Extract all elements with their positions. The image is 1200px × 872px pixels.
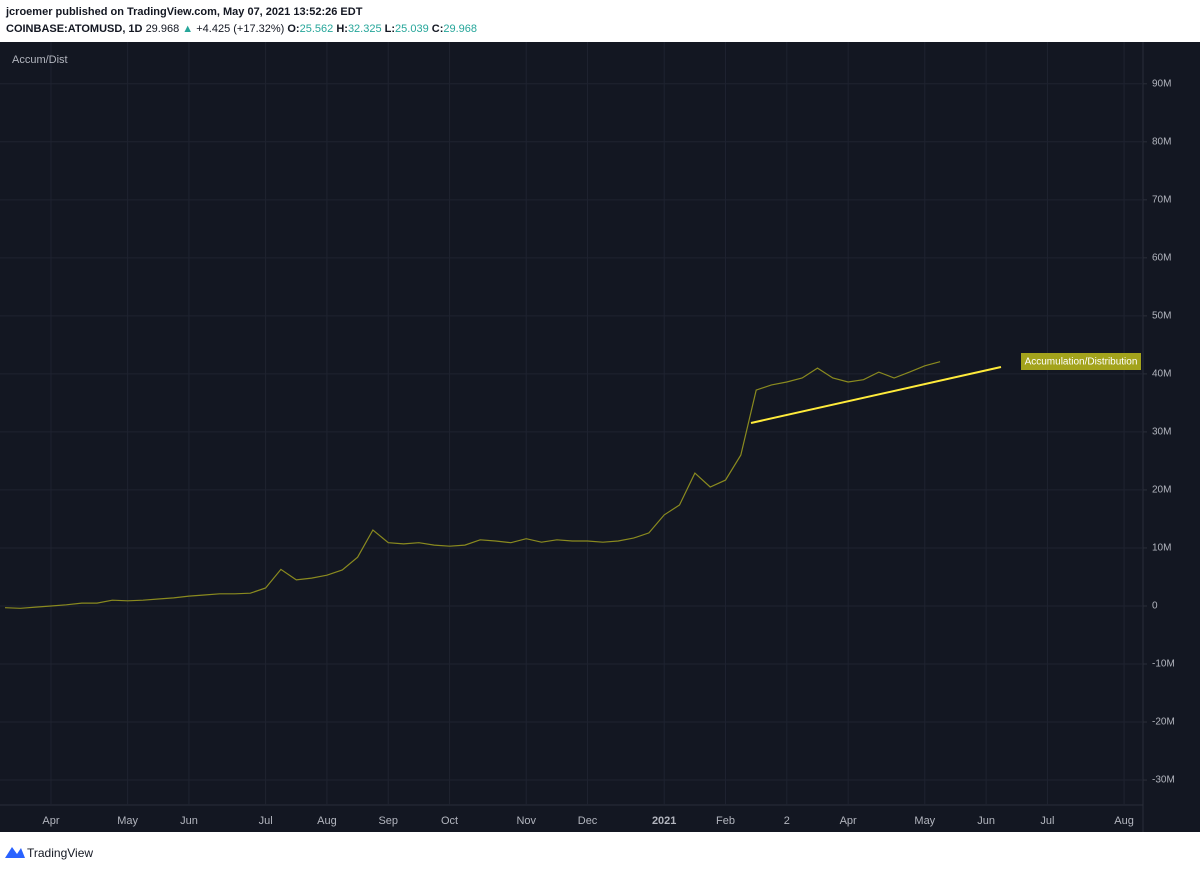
- ohlc-value: 29.968: [443, 23, 478, 35]
- symbol-line: COINBASE:ATOMUSD, 1D 29.968 ▲ +4.425 (+1…: [6, 23, 477, 35]
- footer-background: [0, 832, 1200, 872]
- y-tick-label: -20M: [1152, 717, 1175, 728]
- y-tick-label: 0: [1152, 601, 1158, 612]
- pane-title: Accum/Dist: [12, 54, 68, 66]
- x-tick-label: Aug: [317, 815, 337, 827]
- x-tick-label: May: [117, 815, 138, 827]
- last-price: 29.968: [145, 23, 180, 35]
- y-tick-label: -30M: [1152, 775, 1175, 786]
- ohlc-value: 25.039: [395, 23, 429, 35]
- symbol: COINBASE:ATOMUSD, 1D: [6, 23, 143, 35]
- y-tick-label: 70M: [1152, 194, 1171, 205]
- x-tick-label: Oct: [441, 815, 458, 827]
- x-tick-label: Jul: [259, 815, 273, 827]
- y-tick-label: 30M: [1152, 427, 1171, 438]
- y-tick-label: 80M: [1152, 136, 1171, 147]
- y-tick-label: 10M: [1152, 543, 1171, 554]
- y-tick-label: 60M: [1152, 252, 1171, 263]
- x-tick-label: Sep: [378, 815, 398, 827]
- brand: TradingView: [27, 846, 93, 860]
- y-tick-label: 20M: [1152, 485, 1171, 496]
- author-line: jcroemer published on TradingView.com, M…: [6, 6, 362, 18]
- arrow: ▲: [182, 23, 194, 35]
- ohlc-label: L:: [384, 23, 396, 35]
- data-line: [4, 361, 941, 609]
- author: jcroemer published on TradingView.com, M…: [6, 6, 363, 18]
- ohlc-value: 32.325: [347, 23, 382, 35]
- x-tick-label: 2021: [652, 815, 676, 827]
- ohlc-label: C:: [431, 23, 444, 35]
- annotation: Accumulation/Distribution: [1025, 357, 1138, 368]
- x-tick-label: Jul: [1040, 815, 1054, 827]
- x-tick-label: Feb: [716, 815, 735, 827]
- x-tick-label: Apr: [840, 815, 857, 827]
- y-tick-label: 40M: [1152, 369, 1171, 380]
- chart-background: [0, 42, 1200, 832]
- ohlc-value: 25.562: [299, 23, 334, 35]
- x-tick-label: Aug: [1114, 815, 1134, 827]
- grid: [0, 42, 1143, 805]
- x-tick-label: Jun: [977, 815, 995, 827]
- annotation-box: [1021, 353, 1141, 370]
- x-tick-label: 2: [784, 815, 790, 827]
- y-tick-label: 90M: [1152, 78, 1171, 89]
- trend-line: [750, 366, 1002, 424]
- ohlc-label: H:: [336, 23, 348, 35]
- y-tick-label: -10M: [1152, 659, 1175, 670]
- x-tick-label: Nov: [516, 815, 536, 827]
- y-tick-label: 50M: [1152, 311, 1171, 322]
- ohlc-label: O:: [287, 23, 300, 35]
- x-tick-label: Dec: [578, 815, 598, 827]
- x-tick-label: Apr: [42, 815, 59, 827]
- logo: [5, 847, 25, 858]
- x-tick-label: May: [914, 815, 935, 827]
- change: +4.425 (+17.32%): [196, 23, 285, 35]
- x-tick-label: Jun: [180, 815, 198, 827]
